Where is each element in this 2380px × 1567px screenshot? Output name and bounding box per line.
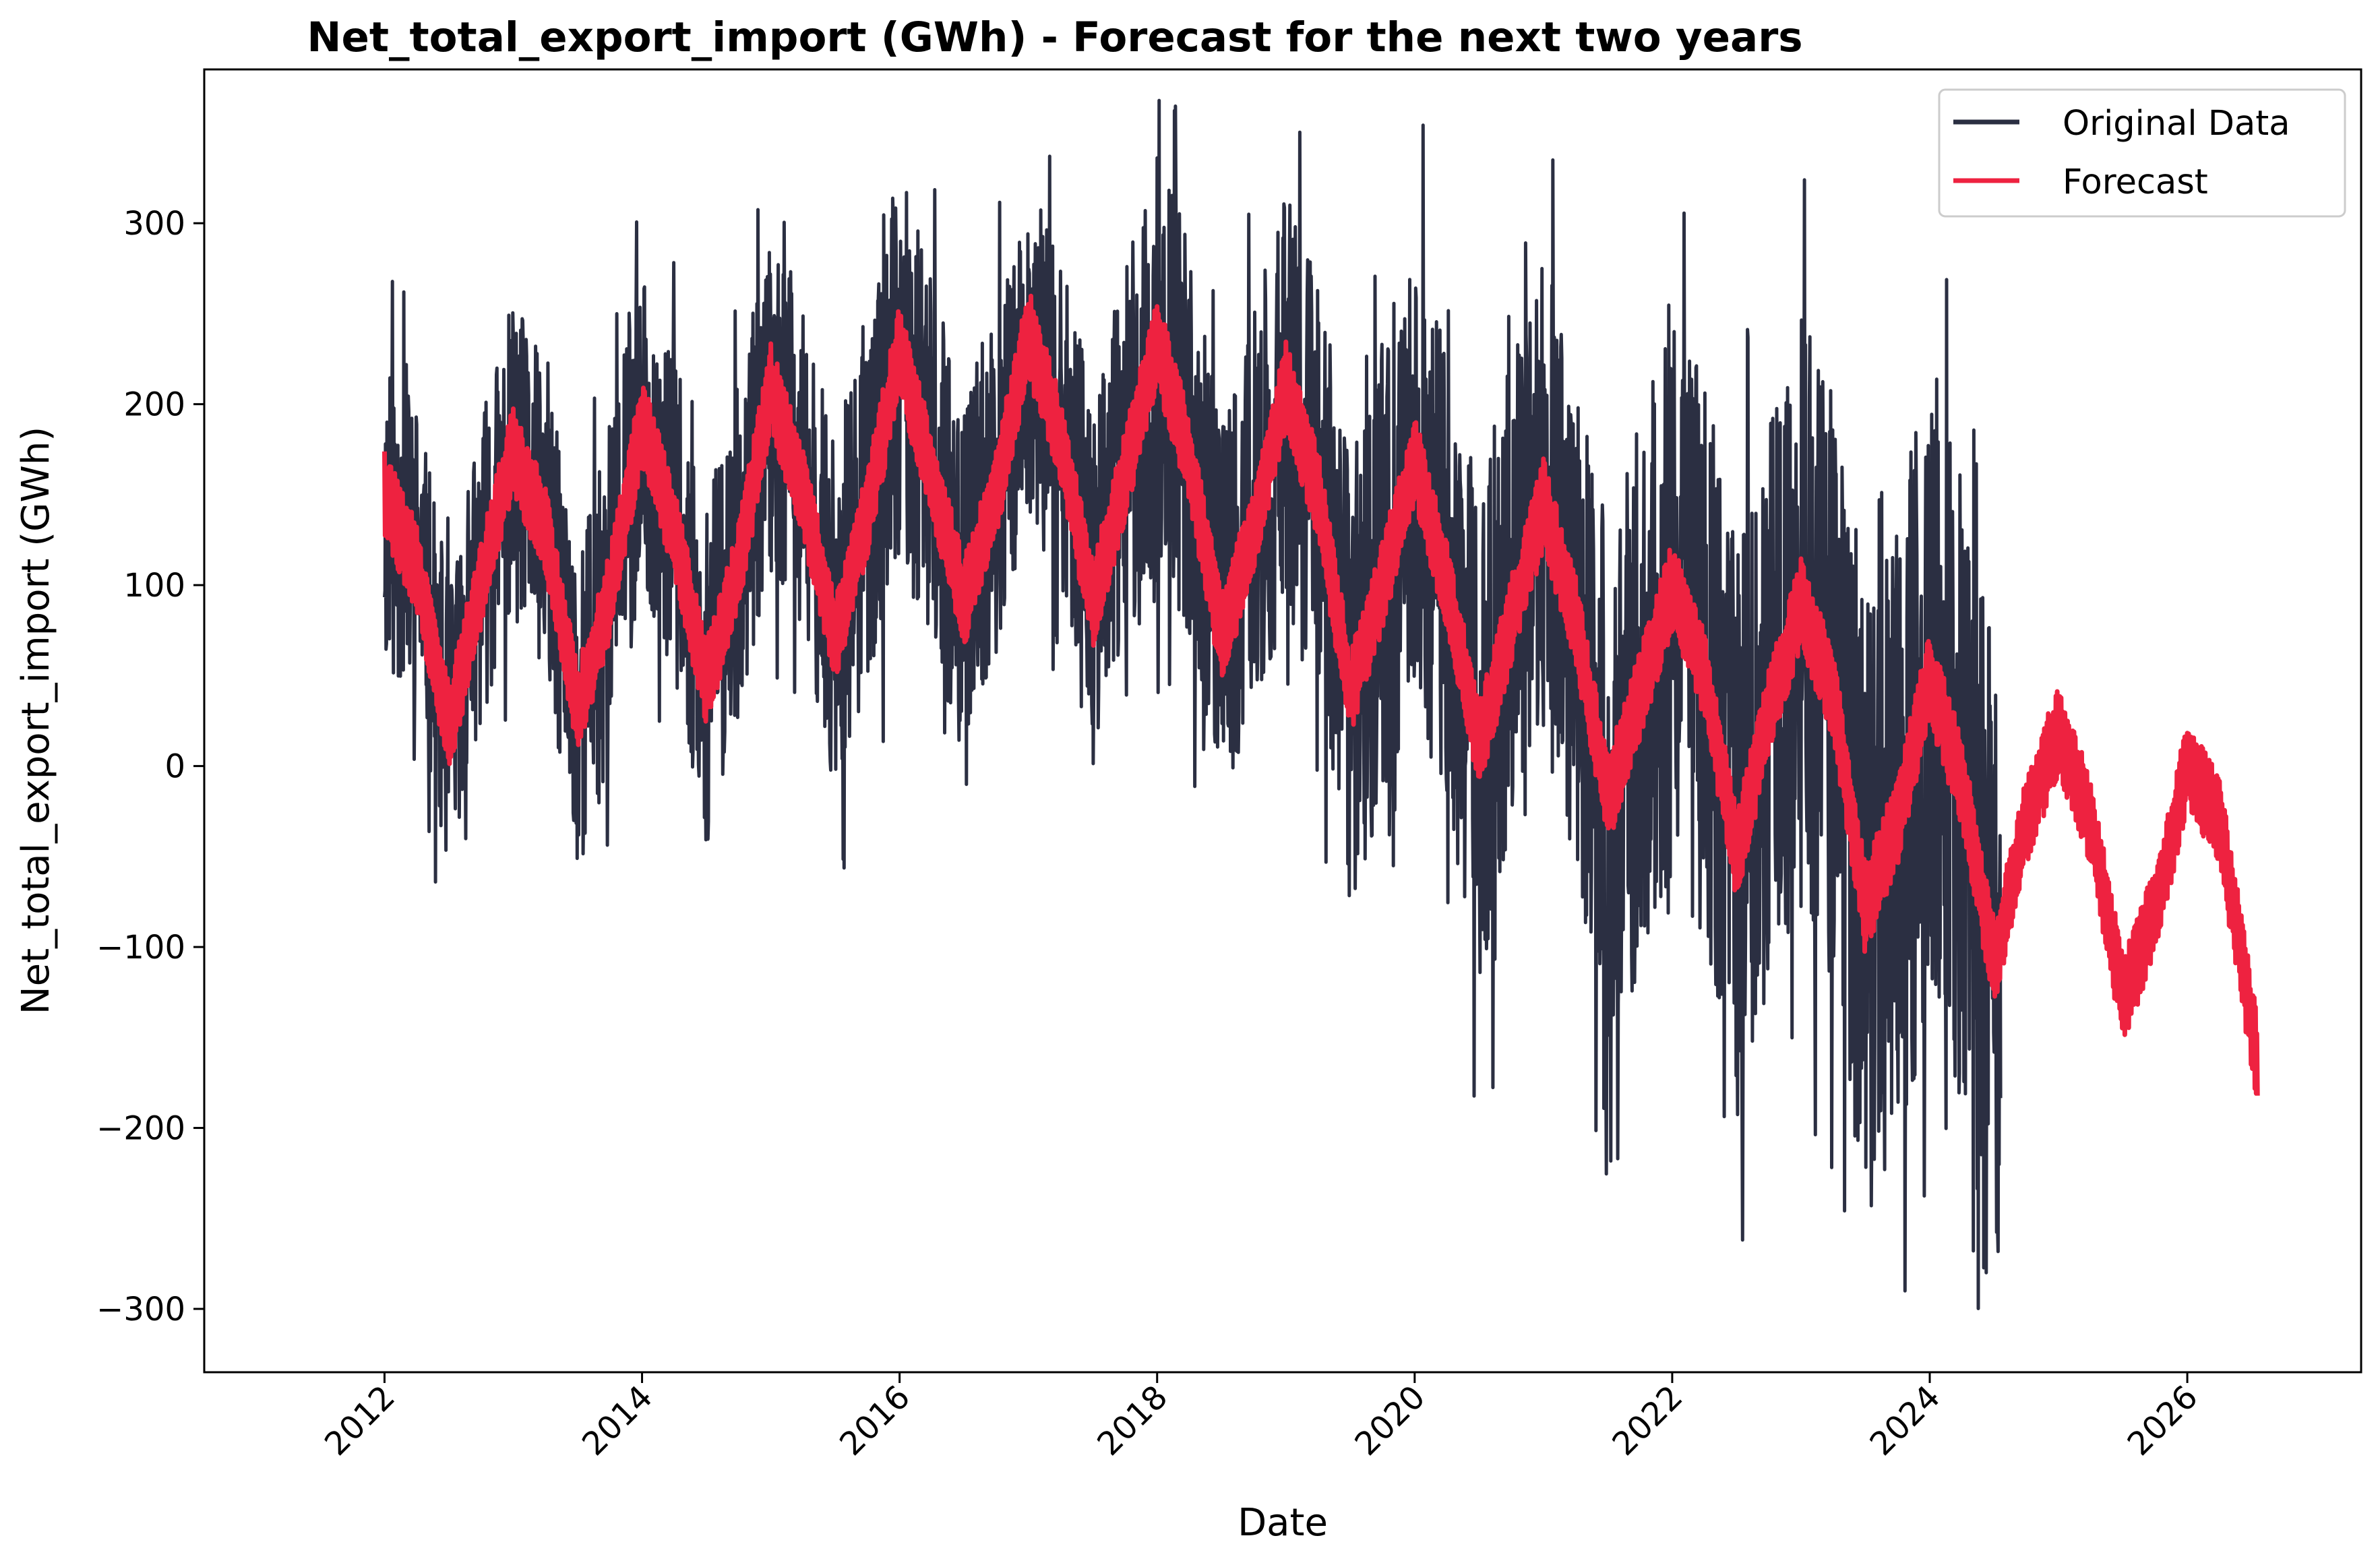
y-tick-label: 100 bbox=[123, 567, 185, 605]
legend-label-original: Original Data bbox=[2063, 104, 2290, 144]
y-tick-label: 200 bbox=[123, 386, 185, 424]
y-axis-label: Net_total_export_import (GWh) bbox=[14, 427, 58, 1014]
y-axis: −300 −200 −100 0 100 200 300 bbox=[96, 205, 204, 1328]
x-axis-label: Date bbox=[1238, 1501, 1328, 1545]
y-tick-label: −200 bbox=[96, 1110, 185, 1148]
x-tick-label: 2012 bbox=[317, 1378, 402, 1463]
x-tick-label: 2014 bbox=[575, 1378, 660, 1463]
chart-title: Net_total_export_import (GWh) - Forecast… bbox=[307, 13, 1802, 61]
series-layer bbox=[382, 98, 2260, 1310]
legend-box bbox=[1938, 88, 2346, 218]
y-tick-label: 0 bbox=[164, 748, 185, 786]
x-tick-label: 2016 bbox=[832, 1378, 917, 1463]
x-tick-label: 2018 bbox=[1090, 1378, 1175, 1463]
series-line-original bbox=[383, 98, 2003, 1310]
x-axis: 2012 2014 2016 2018 2020 2022 2024 2026 bbox=[317, 1372, 2205, 1463]
y-tick-label: −100 bbox=[96, 929, 185, 966]
y-tick-label: 300 bbox=[123, 205, 185, 243]
x-tick-label: 2020 bbox=[1347, 1378, 1432, 1463]
plot-frame bbox=[203, 68, 2362, 1374]
legend: Original Data Forecast bbox=[1938, 88, 2346, 218]
x-tick-label: 2024 bbox=[1863, 1378, 1948, 1463]
x-tick-label: 2026 bbox=[2120, 1378, 2205, 1463]
legend-label-forecast: Forecast bbox=[2063, 162, 2208, 202]
y-tick-label: −300 bbox=[96, 1291, 185, 1328]
series-line-forecast bbox=[382, 293, 2260, 1096]
x-tick-label: 2022 bbox=[1605, 1378, 1690, 1463]
